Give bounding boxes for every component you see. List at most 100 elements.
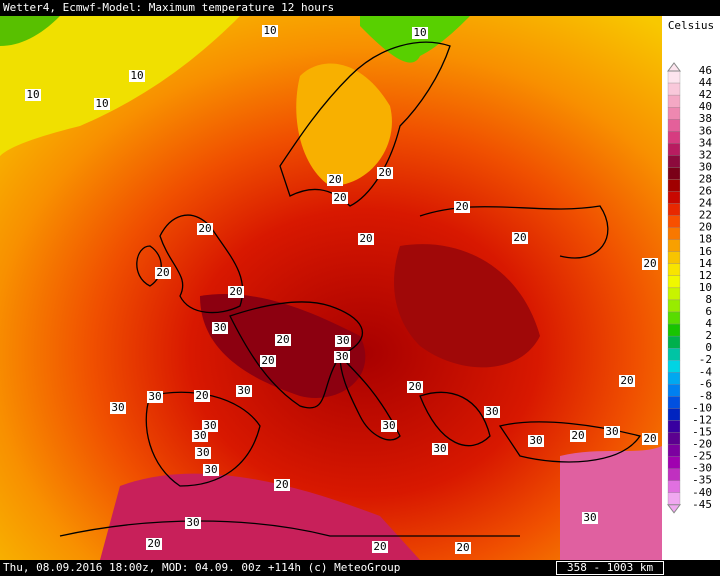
contour-label-box — [25, 89, 41, 101]
contour-label-box — [228, 286, 244, 298]
contour-label: 30 — [193, 429, 206, 442]
legend-swatch — [667, 179, 681, 192]
contour-label-box — [454, 201, 470, 213]
contour-label: 30 — [148, 390, 161, 403]
legend-swatch — [667, 444, 681, 457]
legend-swatch — [667, 155, 681, 168]
contour-label-box — [192, 430, 208, 442]
legend-label: 36 — [699, 124, 712, 137]
legend-swatch — [667, 360, 681, 373]
header-bar: Wetter4, Ecmwf-Model: Maximum temperatur… — [0, 0, 720, 16]
legend-label: -4 — [699, 365, 713, 378]
legend-label: 2 — [705, 329, 712, 342]
legend-label: 14 — [699, 257, 713, 270]
legend-swatch — [667, 335, 681, 349]
legend-label: 10 — [699, 281, 712, 294]
contour-label: 20 — [455, 200, 468, 213]
contour-label: 30 — [335, 350, 348, 363]
legend-label: 26 — [699, 185, 712, 198]
very-hot-zone — [560, 446, 662, 560]
contour-label: 20 — [275, 478, 288, 491]
legend-swatch — [667, 215, 681, 228]
contour-label-box — [372, 541, 388, 553]
legend-label: -35 — [692, 474, 712, 487]
legend-label: -45 — [692, 498, 712, 511]
scale-bar: 358 - 1003 km — [556, 561, 665, 575]
footer-bar: Thu, 08.09.2016 18:00z, MOD: 04.09. 00z … — [0, 560, 720, 576]
contour-label-box — [274, 479, 290, 491]
contour-label: 30 — [186, 516, 199, 529]
contour-label-box — [570, 430, 586, 442]
contour-label: 30 — [196, 446, 209, 459]
contour-label-box — [335, 335, 351, 347]
contour-label-box — [642, 258, 658, 270]
contour-label-box — [197, 223, 213, 235]
contour-label: 30 — [237, 384, 250, 397]
legend-label: 22 — [699, 209, 712, 222]
legend-swatch — [667, 420, 681, 433]
contour-label-box — [455, 542, 471, 554]
contour-label-box — [412, 27, 428, 39]
legend-swatch — [667, 263, 681, 277]
legend-swatch — [667, 323, 681, 337]
legend-label: -2 — [699, 353, 712, 366]
legend-label: -15 — [692, 426, 712, 439]
contour-label: 30 — [213, 321, 226, 334]
contour-label-box — [512, 232, 528, 244]
legend-title: Celsius — [668, 19, 714, 32]
contour-label-box — [582, 512, 598, 524]
contour-label-box — [129, 70, 145, 82]
legend-label: 18 — [699, 233, 712, 246]
contour-label: 20 — [359, 232, 372, 245]
contour-label: 20 — [261, 354, 274, 367]
contour-label-box — [155, 267, 171, 279]
hot-zone — [394, 244, 540, 368]
contour-label: 20 — [147, 537, 160, 550]
legend-label: 20 — [699, 221, 712, 234]
contour-label: 10 — [413, 26, 426, 39]
legend-swatch — [667, 432, 681, 445]
contour-label: 10 — [263, 24, 276, 37]
legend-label: -20 — [692, 438, 712, 451]
contour-label: 30 — [382, 419, 395, 432]
contour-label-box — [212, 322, 228, 334]
legend: Celsius 46444240383634323028262422201816… — [662, 16, 720, 560]
contour-label: 20 — [198, 222, 211, 235]
contour-label: 20 — [373, 540, 386, 553]
legend-swatch — [667, 143, 681, 156]
legend-swatch — [667, 311, 681, 325]
legend-label: -8 — [699, 389, 712, 402]
map: 10 10101010202020202020202020202030303020… — [0, 16, 662, 560]
legend-swatch — [667, 275, 681, 289]
contour-label: 20 — [571, 429, 584, 442]
contour-label-box — [202, 420, 218, 432]
legend-swatch — [667, 107, 681, 120]
legend-swatch — [667, 347, 681, 361]
contour-label-box — [432, 443, 448, 455]
legend-swatch — [667, 239, 681, 252]
legend-label: 6 — [705, 305, 712, 318]
footer-info: Thu, 08.09.2016 18:00z, MOD: 04.09. 00z … — [3, 561, 401, 574]
legend-label: 38 — [699, 112, 712, 125]
legend-swatch — [667, 456, 681, 469]
contour-label-box — [262, 25, 278, 37]
legend-label: 44 — [699, 76, 713, 89]
cool-zone — [0, 16, 240, 156]
legend-label: -10 — [692, 401, 712, 414]
contour-label: 30 — [204, 463, 217, 476]
legend-label: -30 — [692, 462, 712, 475]
cold-zone — [0, 16, 60, 46]
contour-label-box — [358, 233, 374, 245]
contour-label: 10 — [95, 97, 108, 110]
contour-label-box — [334, 351, 350, 363]
legend-swatch — [667, 480, 681, 493]
legend-swatch — [667, 287, 681, 301]
contour-label: 30 — [433, 442, 446, 455]
legend-label: 40 — [699, 100, 712, 113]
legend-swatch — [667, 299, 681, 313]
contour-label-box — [146, 538, 162, 550]
contour-label: 10 — [130, 69, 143, 82]
contour-label: 20 — [643, 432, 656, 445]
contour-label: 30 — [336, 334, 349, 347]
